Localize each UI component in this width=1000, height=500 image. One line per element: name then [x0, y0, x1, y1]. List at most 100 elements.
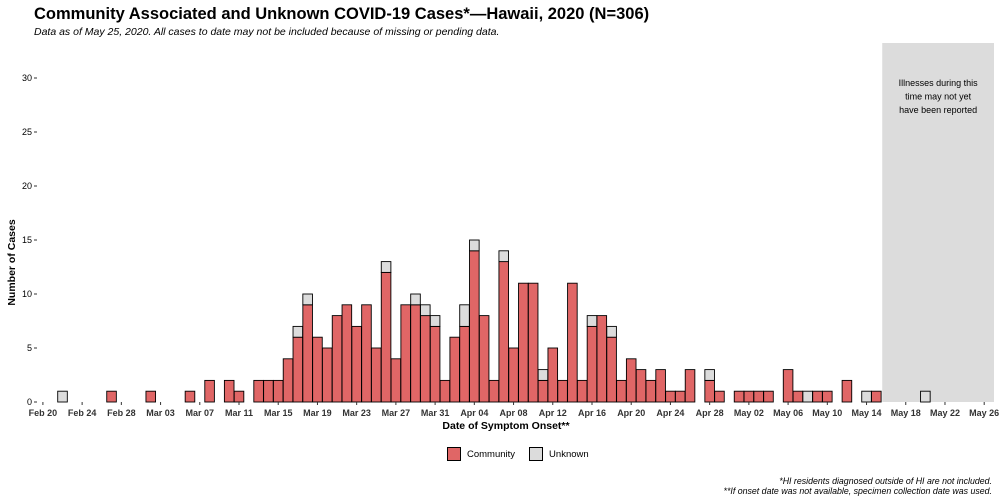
x-axis-title: Date of Symptom Onset**: [442, 420, 570, 432]
x-tick-label: Feb 28: [107, 408, 136, 418]
footnote-onset-date: **If onset date was not available, speci…: [723, 486, 992, 496]
bar-unknown: [429, 315, 441, 327]
shaded-region-label: Illnesses during this: [899, 78, 979, 88]
x-tick-label: May 14: [852, 408, 882, 418]
x-tick-label: Apr 16: [578, 408, 606, 418]
y-tick-label: 25: [22, 127, 32, 137]
x-tick-label: Apr 24: [656, 408, 684, 418]
bar-unknown: [469, 239, 480, 252]
x-tick-label: May 18: [891, 408, 921, 418]
bar-community: [282, 358, 294, 403]
bar-unknown: [498, 250, 509, 263]
legend-label-community: Community: [467, 448, 516, 460]
bar-community: [635, 369, 647, 403]
x-tick-label: Mar 27: [382, 408, 411, 418]
bar-community: [508, 347, 519, 403]
bar-unknown: [302, 293, 313, 306]
shaded-region-label: have been reported: [899, 105, 977, 115]
y-tick-label: 15: [22, 235, 32, 245]
bar-unknown: [861, 390, 872, 403]
bar-community: [459, 325, 470, 403]
bar-community: [841, 379, 853, 403]
bar-community: [616, 379, 627, 403]
x-tick-label: May 22: [930, 408, 960, 418]
x-tick-label: Mar 23: [342, 408, 371, 418]
x-tick-label: Mar 11: [225, 408, 253, 418]
bar-community: [429, 325, 441, 403]
bar-community: [488, 379, 500, 403]
footnote-residents: *HI residents diagnosed outside of HI ar…: [779, 476, 992, 486]
bar-unknown: [380, 261, 392, 273]
x-tick-label: Apr 04: [460, 408, 488, 418]
bar-community: [557, 379, 568, 403]
bar-community: [782, 369, 794, 403]
x-tick-label: May 26: [969, 408, 999, 418]
bar-community: [576, 379, 588, 403]
x-tick-label: Feb 20: [29, 408, 58, 418]
bar-community: [420, 315, 431, 403]
bar-community: [321, 347, 333, 403]
legend-item-community: Community: [447, 447, 515, 461]
x-tick-label: Mar 19: [303, 408, 332, 418]
bar-community: [871, 390, 882, 403]
bar-community: [822, 390, 833, 403]
bar-unknown: [410, 293, 421, 306]
bar-community: [263, 379, 274, 403]
bar-community: [400, 304, 411, 403]
bar-community: [537, 379, 549, 403]
bar-unknown: [802, 390, 813, 403]
bar-community: [361, 304, 372, 403]
bar-community: [763, 390, 774, 403]
bar-community: [478, 315, 490, 403]
shaded-region: [882, 43, 994, 402]
bar-community: [302, 304, 313, 403]
bar-unknown: [459, 304, 470, 327]
bar-community: [527, 282, 539, 403]
shaded-region-label: time may not yet: [905, 92, 972, 102]
bar-unknown: [292, 325, 304, 338]
bar-community: [733, 390, 745, 403]
x-tick-label: Mar 07: [186, 408, 215, 418]
bar-community: [469, 250, 480, 403]
bar-community: [331, 315, 343, 403]
bar-community: [714, 390, 725, 403]
legend-item-unknown: Unknown: [529, 447, 589, 461]
bar-community: [371, 347, 382, 403]
bar-community: [753, 390, 764, 403]
bar-unknown: [606, 325, 617, 338]
bar-unknown: [537, 369, 549, 381]
bar-community: [596, 315, 608, 403]
bar-unknown: [704, 369, 715, 381]
chart-title: Community Associated and Unknown COVID-1…: [34, 5, 650, 23]
bar-unknown: [57, 390, 68, 403]
bar-community: [704, 379, 715, 403]
bar-community: [684, 369, 696, 403]
bar-unknown: [420, 304, 431, 317]
bar-community: [233, 390, 245, 403]
x-tick-label: Mar 03: [146, 408, 175, 418]
x-tick-label: Feb 24: [68, 408, 97, 418]
bar-community: [606, 336, 617, 403]
bar-community: [341, 304, 353, 403]
legend-swatch-community: [447, 447, 461, 461]
bar-community: [567, 282, 578, 403]
chart-subtitle: Data as of May 25, 2020. All cases to da…: [34, 26, 500, 38]
bar-community: [439, 379, 451, 403]
bar-community: [645, 379, 657, 403]
bar-community: [518, 282, 529, 403]
bar-community: [547, 347, 559, 403]
bar-community: [351, 325, 362, 403]
x-tick-label: May 02: [734, 408, 764, 418]
x-tick-label: Apr 28: [696, 408, 724, 418]
bar-community: [586, 325, 598, 403]
bar-unknown: [920, 390, 931, 403]
bar-community: [312, 336, 323, 403]
bar-community: [184, 390, 196, 403]
bar-community: [223, 379, 235, 403]
y-tick-label: 20: [22, 181, 32, 191]
bar-community: [625, 358, 637, 403]
x-tick-label: Mar 15: [264, 408, 293, 418]
legend: Community Unknown: [447, 447, 603, 461]
bar-unknown: [586, 315, 598, 327]
